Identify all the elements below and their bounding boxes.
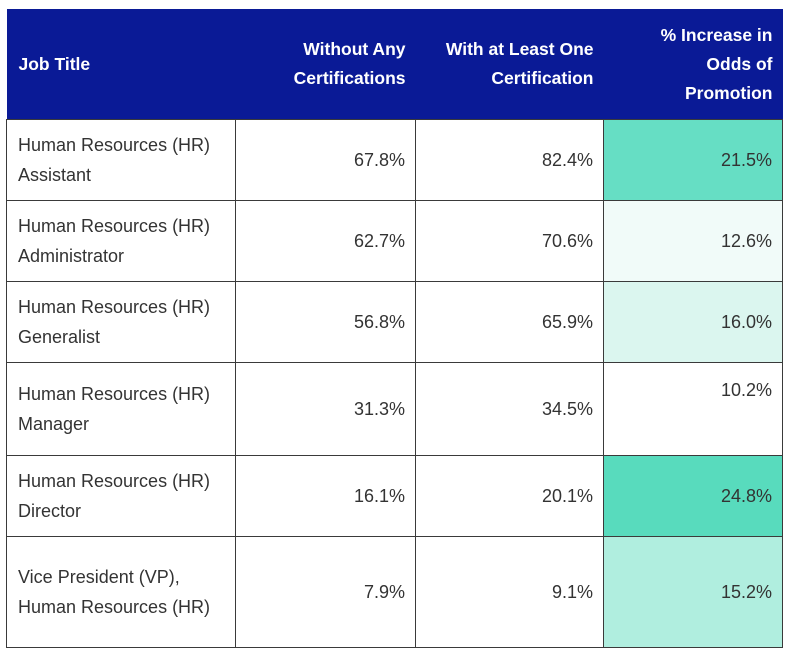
without-cert-cell: 62.7% — [235, 200, 416, 282]
increase-cell: 24.8% — [603, 455, 783, 537]
certification-promotion-table-container: Job Title Without Any Certifications Wit… — [6, 9, 783, 648]
without-cert-cell: 56.8% — [235, 281, 416, 363]
header-without-certifications: Without Any Certifications — [235, 9, 416, 120]
header-with-certification: With at Least One Certification — [415, 9, 604, 120]
table-row: Human Resources (HR) Generalist 56.8% 65… — [6, 281, 783, 363]
without-cert-cell: 31.3% — [235, 362, 416, 456]
increase-cell: 16.0% — [603, 281, 783, 363]
header-job-title: Job Title — [6, 9, 236, 120]
table-row: Human Resources (HR) Director 16.1% 20.1… — [6, 455, 783, 537]
table-row: Vice President (VP), Human Resources (HR… — [6, 536, 783, 648]
with-cert-cell: 9.1% — [415, 536, 604, 648]
job-title-cell: Human Resources (HR) Generalist — [6, 281, 236, 363]
with-cert-cell: 20.1% — [415, 455, 604, 537]
job-title-cell: Vice President (VP), Human Resources (HR… — [6, 536, 236, 648]
job-title-cell: Human Resources (HR) Manager — [6, 362, 236, 456]
without-cert-cell: 67.8% — [235, 119, 416, 201]
header-percent-increase: % Increase in Odds of Promotion — [603, 9, 783, 120]
increase-cell: 15.2% — [603, 536, 783, 648]
without-cert-cell: 7.9% — [235, 536, 416, 648]
increase-cell: 12.6% — [603, 200, 783, 282]
with-cert-cell: 65.9% — [415, 281, 604, 363]
increase-cell: 21.5% — [603, 119, 783, 201]
with-cert-cell: 70.6% — [415, 200, 604, 282]
job-title-cell: Human Resources (HR) Administrator — [6, 200, 236, 282]
job-title-cell: Human Resources (HR) Assistant — [6, 119, 236, 201]
table-row: Human Resources (HR) Administrator 62.7%… — [6, 200, 783, 282]
header-row: Job Title Without Any Certifications Wit… — [6, 9, 783, 120]
increase-cell: 10.2% — [603, 362, 783, 456]
table-header: Job Title Without Any Certifications Wit… — [6, 9, 783, 120]
table-row: Human Resources (HR) Manager 31.3% 34.5%… — [6, 362, 783, 456]
with-cert-cell: 82.4% — [415, 119, 604, 201]
job-title-cell: Human Resources (HR) Director — [6, 455, 236, 537]
without-cert-cell: 16.1% — [235, 455, 416, 537]
with-cert-cell: 34.5% — [415, 362, 604, 456]
table-body: Human Resources (HR) Assistant 67.8% 82.… — [6, 119, 783, 648]
certification-promotion-table: Job Title Without Any Certifications Wit… — [6, 9, 783, 648]
table-row: Human Resources (HR) Assistant 67.8% 82.… — [6, 119, 783, 201]
